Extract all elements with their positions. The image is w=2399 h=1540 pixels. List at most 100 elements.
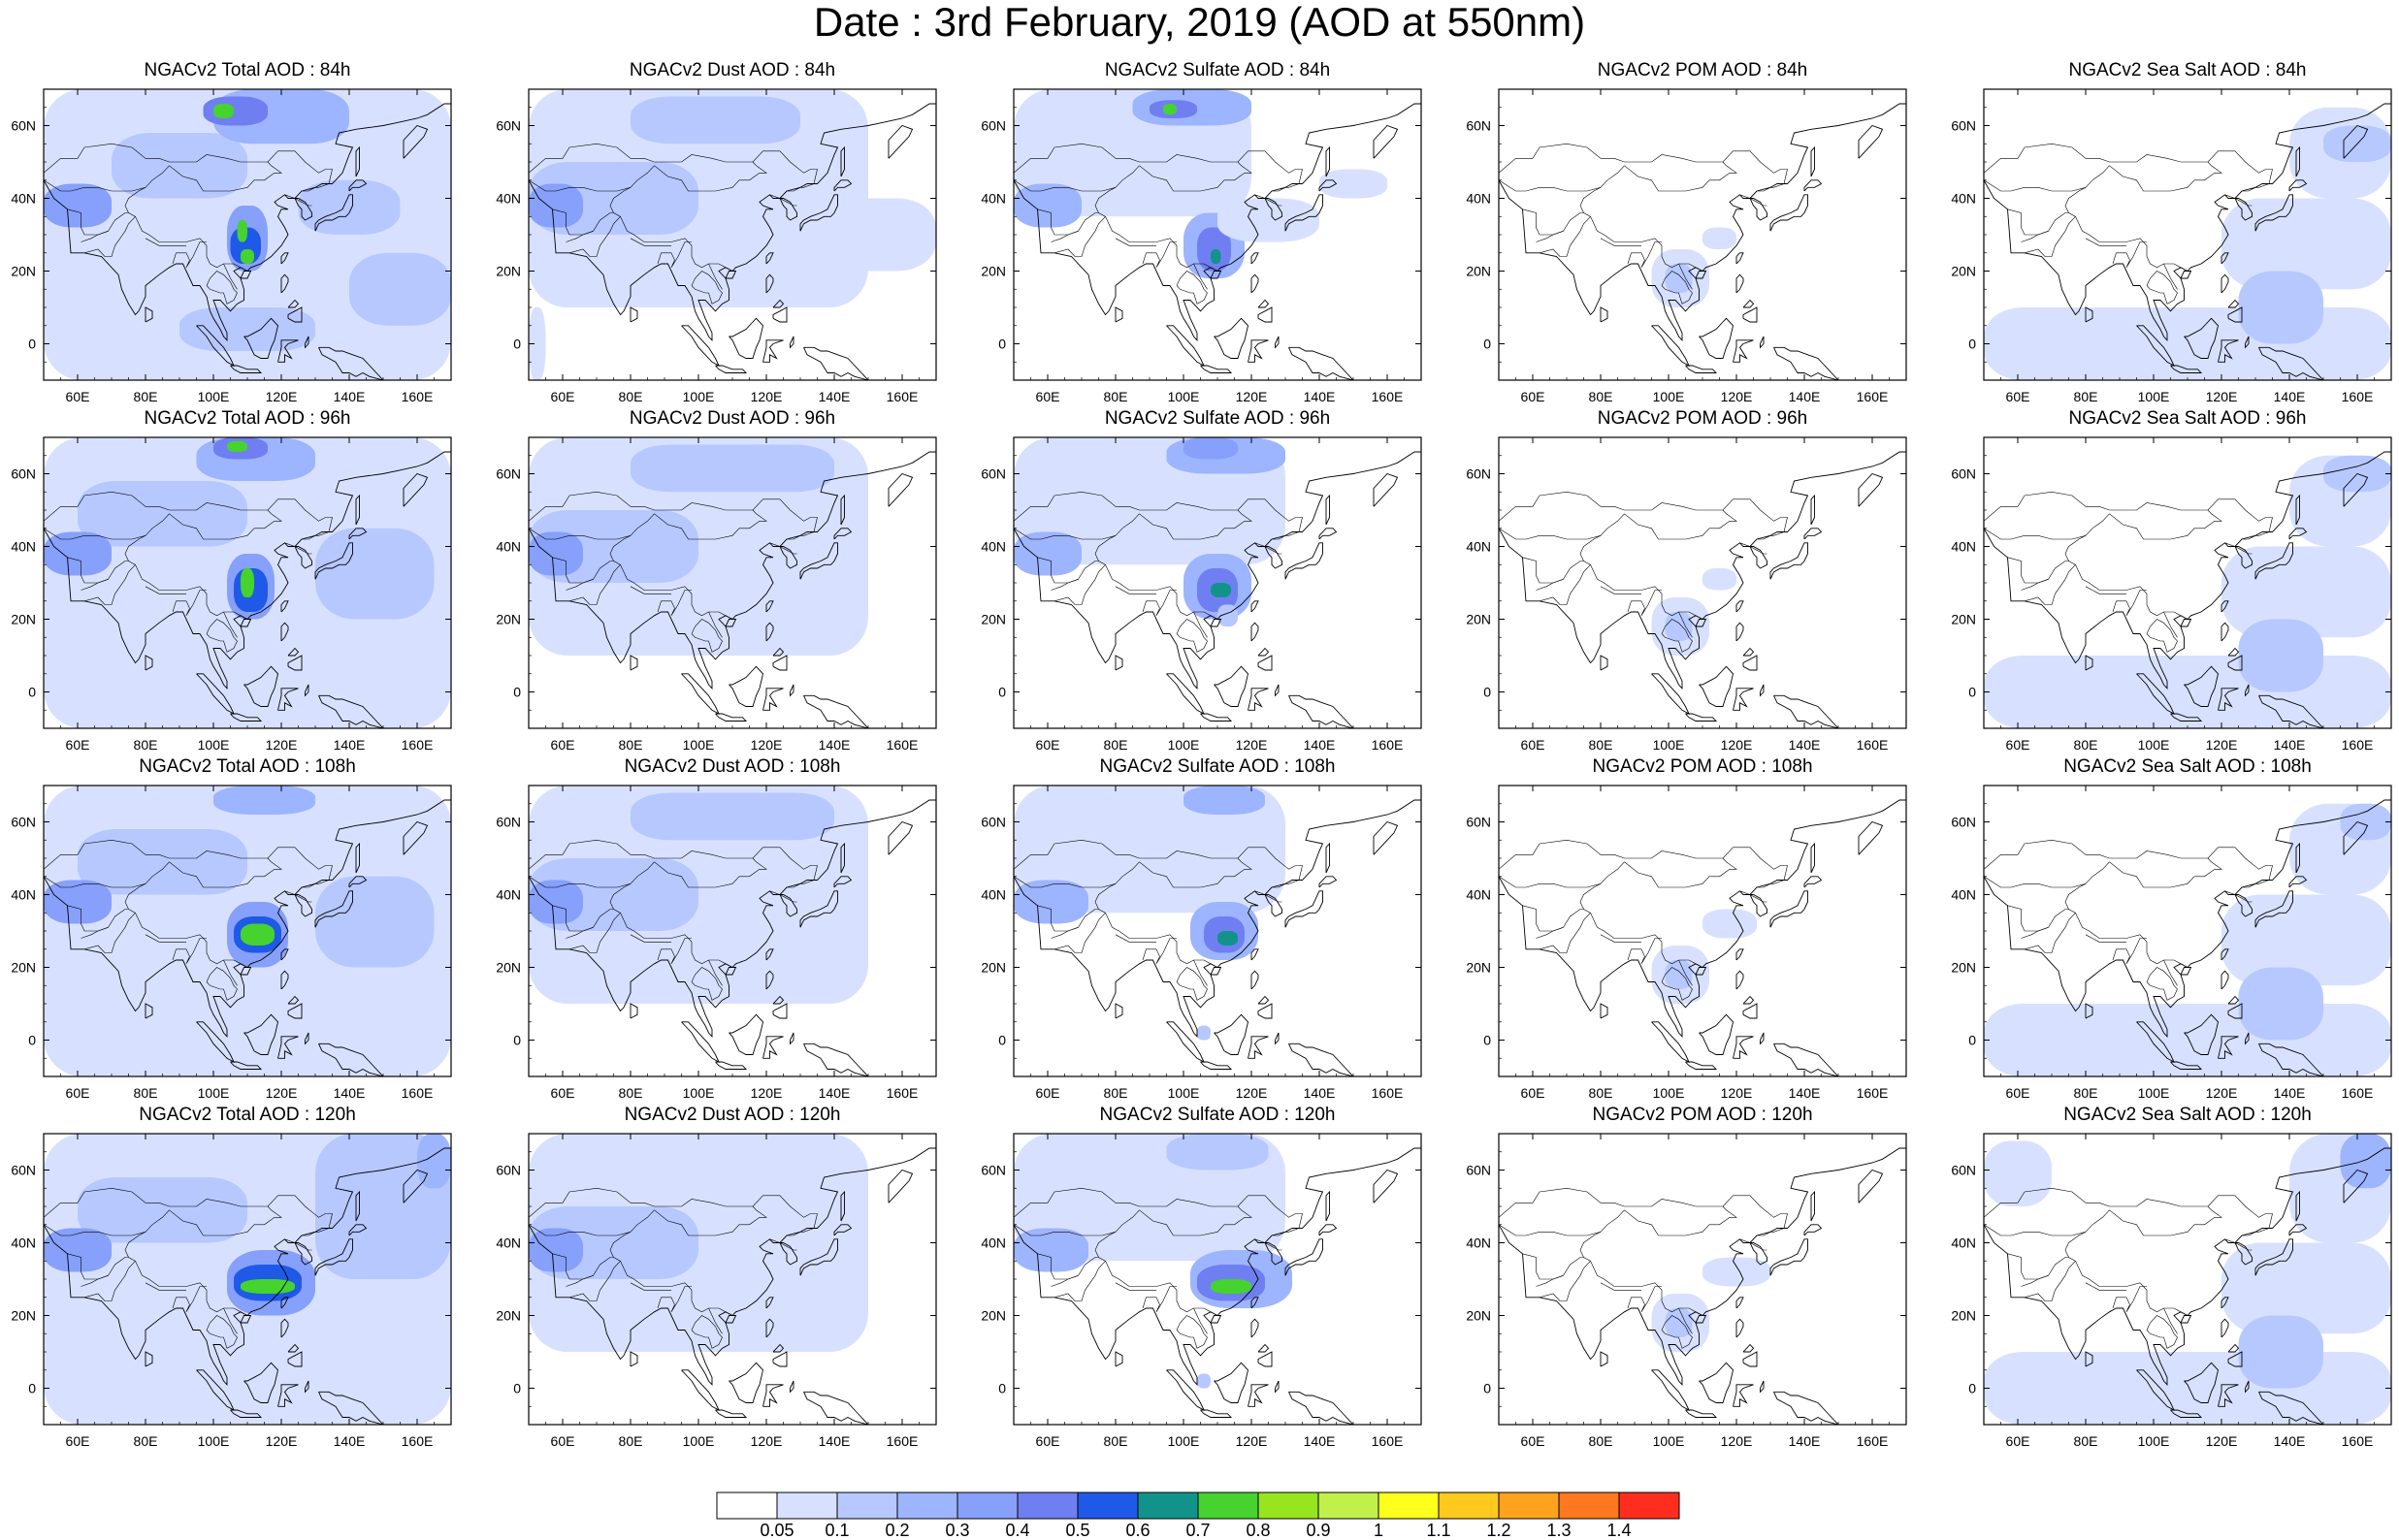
lat-tick-label: 60N	[496, 118, 521, 134]
coastline-hokkaido	[1318, 876, 1338, 888]
border-pakistan-india	[1539, 216, 1591, 257]
border-mongolia	[654, 161, 767, 192]
border-kazakh-south	[44, 1224, 146, 1236]
lon-tick-label: 160E	[402, 737, 434, 753]
border-bangladesh-myanmar	[1627, 1286, 1662, 1312]
coastline-japan	[1284, 890, 1323, 928]
coastline-java	[1685, 1409, 1718, 1418]
border-pakistan-afg	[81, 579, 109, 591]
border-china-west	[2064, 1209, 2182, 1313]
lon-tick-label: 160E	[1857, 389, 1889, 404]
coastline-mindanao	[1742, 306, 1758, 323]
border-kazakh-south	[1499, 179, 1602, 192]
aod-shade	[529, 307, 546, 380]
coastline-hokkaido	[833, 179, 853, 192]
lon-tick-label: 100E	[683, 737, 715, 753]
lon-tick-label: 80E	[619, 1433, 643, 1449]
border-china-korea	[769, 187, 801, 199]
border-china-korea	[1254, 883, 1286, 895]
coastline-sakhalin	[355, 1190, 360, 1222]
border-pakistan-india	[1054, 564, 1106, 605]
aod-shade	[1014, 1228, 1088, 1272]
colorbar-swatch	[1317, 1492, 1379, 1520]
border-china-korea	[2224, 1232, 2256, 1243]
coastline-java	[2170, 1061, 2203, 1070]
lon-tick-label: 140E	[334, 389, 366, 404]
lon-tick-label: 60E	[1036, 1433, 1060, 1449]
coastline-borneo	[729, 317, 763, 359]
lat-tick-label: 0	[513, 685, 521, 700]
colorbar-swatch	[1438, 1492, 1500, 1520]
coastline-halmahera	[305, 1380, 309, 1394]
colorbar-label: 0.2	[885, 1521, 909, 1538]
coastline-hokkaido	[2288, 179, 2308, 192]
map-panel: NGACv2 Total AOD : 120h 60E 80E 100E 120E 140…	[0, 1101, 485, 1449]
border-mongolia	[169, 1205, 282, 1236]
lon-tick-label: 140E	[334, 1433, 366, 1449]
coastline-new-guinea	[803, 1043, 869, 1076]
coastline-taiwan	[2221, 1297, 2229, 1309]
coastline-java	[715, 365, 748, 373]
map-plot: 60E 80E 100E 120E 140E 160E 60N 40N 20N 0	[1466, 436, 1907, 753]
lat-tick-label: 40N	[496, 539, 521, 555]
border-nepal-bhutan	[1600, 1282, 1641, 1291]
border-pakistan-india	[568, 1261, 621, 1301]
lon-tick-label: 100E	[1168, 737, 1200, 753]
aod-shade	[2340, 803, 2391, 841]
coastline-luzon	[1250, 1318, 1259, 1338]
border-pakistan-afg	[1051, 579, 1079, 591]
coastline-luzon	[1735, 1318, 1744, 1338]
coastline-taiwan	[2221, 252, 2229, 265]
border-bangladesh-myanmar	[1627, 590, 1662, 616]
lat-tick-label: 0	[1968, 1033, 1976, 1048]
aod-field	[1984, 89, 2391, 380]
lon-tick-label: 60E	[551, 389, 575, 404]
coastline-new-guinea	[1288, 694, 1354, 728]
border-china-west	[609, 165, 727, 269]
border-pakistan-india	[1539, 564, 1591, 605]
lon-tick-label: 80E	[2074, 737, 2098, 753]
coastline-sulawesi	[1248, 1384, 1269, 1407]
coastline-sri-lanka	[1115, 1351, 1123, 1367]
lon-tick-label: 160E	[1857, 737, 1889, 753]
coastline-sulawesi	[762, 339, 784, 363]
colorbar-swatch	[836, 1492, 898, 1520]
lat-tick-label: 20N	[1466, 264, 1491, 279]
coastline-mindanao	[772, 306, 788, 323]
border-korea-border	[1749, 198, 1767, 207]
coastline-eurasia	[1014, 451, 1421, 690]
coastline-luzon	[765, 1318, 774, 1338]
coastline-new-guinea	[803, 346, 869, 380]
aod-shade	[44, 531, 112, 576]
border-china-korea	[2224, 883, 2256, 895]
page-title: Date : 3rd February, 2019 (AOD at 550nm)	[813, 0, 1586, 45]
colorbar-label: 0.1	[825, 1521, 849, 1538]
aod-shade	[1702, 568, 1736, 591]
lat-tick-label: 40N	[11, 191, 36, 207]
aod-shade	[1211, 249, 1221, 264]
coastline-hainan	[1210, 619, 1222, 627]
coastline-mindanao	[1257, 1003, 1273, 1019]
coastline-mindanao	[287, 655, 303, 671]
lon-tick-label: 160E	[887, 389, 919, 404]
border-russia-south	[44, 143, 333, 188]
coastline-java	[230, 1409, 263, 1418]
border-pakistan-afg	[1051, 927, 1079, 939]
colorbar-label: 1.3	[1546, 1521, 1571, 1538]
coastline-sri-lanka	[1115, 655, 1123, 671]
lon-tick-label: 100E	[2138, 1433, 2170, 1449]
coastline-hokkaido	[2288, 876, 2308, 888]
border-china-west	[609, 861, 727, 965]
border-russia-south	[1984, 143, 2273, 188]
lon-tick-label: 60E	[66, 389, 90, 404]
lat-tick-label: 40N	[1951, 539, 1976, 555]
coastline-japan	[799, 1238, 838, 1276]
coastline-eurasia	[1014, 103, 1421, 341]
border-pakistan-india	[2024, 216, 2076, 257]
coastline-visayas	[1257, 299, 1270, 308]
coastline-sulawesi	[762, 1036, 784, 1059]
lon-tick-label: 80E	[134, 389, 158, 404]
border-mongolia	[1624, 1205, 1737, 1236]
colorbar-swatch	[1378, 1492, 1440, 1520]
panel-title: NGACv2 Dust AOD : 84h	[629, 60, 836, 80]
